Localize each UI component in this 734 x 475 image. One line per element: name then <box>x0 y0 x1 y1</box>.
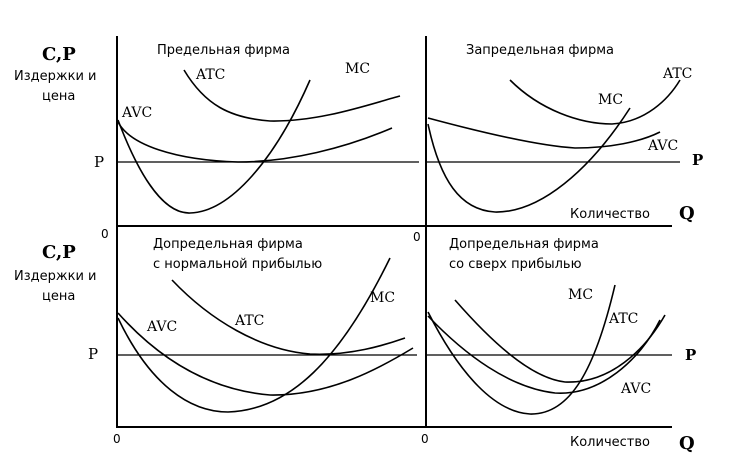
top-left-title: Предельная фирма <box>157 43 290 58</box>
top-left-atc-label: ATC <box>195 67 225 83</box>
bottom-right-price-label: P <box>685 346 696 364</box>
top-origin-left: 0 <box>101 227 109 241</box>
bottom-right-atc-label: ATC <box>608 311 638 327</box>
bottom-origin-left: 0 <box>113 432 121 446</box>
bottom-right-avc-curve <box>427 315 661 394</box>
bottom-left-atc-curve <box>171 279 406 356</box>
panel-top-left: Предельная фирма P ATC MC AVC <box>94 43 419 214</box>
top-right-price-label: P <box>692 151 703 169</box>
bottom-left-price-label: P <box>88 345 98 363</box>
bottom-left-atc-label: ATC <box>234 313 264 329</box>
bottom-left-mc-curve <box>117 257 391 413</box>
bottom-left-mc-label: MC <box>370 290 395 306</box>
top-right-avc-curve <box>427 117 661 149</box>
top-right-avc-label: AVC <box>647 138 678 154</box>
bottom-right-title-line1: Допредельная фирма <box>449 237 599 252</box>
bottom-left-avc-curve <box>117 312 414 396</box>
bottom-origin-right: 0 <box>421 432 429 446</box>
top-left-avc-label: AVC <box>121 105 152 121</box>
top-right-atc-curve <box>509 79 681 125</box>
top-right-atc-label: ATC <box>662 66 692 82</box>
top-y-label-line2: цена <box>42 89 75 104</box>
top-left-atc-curve <box>183 69 401 122</box>
top-right-title: Запредельная фирма <box>466 43 614 58</box>
bottom-right-title-line2: со сверх прибылью <box>449 257 582 272</box>
top-y-symbol: C,P <box>42 44 76 65</box>
bottom-right-mc-curve <box>427 284 616 415</box>
top-y-label-line1: Издержки и <box>14 69 96 84</box>
bottom-x-symbol: Q <box>679 433 695 454</box>
top-left-price-label: P <box>94 153 104 171</box>
top-right-mc-label: MC <box>598 92 623 108</box>
bottom-y-label-line2: цена <box>42 289 75 304</box>
top-x-label: Количество <box>570 207 650 222</box>
bottom-left-title-line2: с нормальной прибылью <box>153 257 322 272</box>
bottom-left-avc-label: AVC <box>146 319 177 335</box>
top-left-mc-label: MC <box>345 61 370 77</box>
panel-top-right: Запредельная фирма P ATC MC AVC <box>426 43 703 213</box>
bottom-x-label: Количество <box>570 435 650 450</box>
bottom-y-label-line1: Издержки и <box>14 269 96 284</box>
top-left-mc-curve <box>117 79 311 214</box>
panel-bottom-left: Допредельная фирма с нормальной прибылью… <box>88 237 417 413</box>
bottom-y-symbol: C,P <box>42 242 76 263</box>
bottom-right-atc-curve <box>454 299 666 383</box>
top-right-mc-curve <box>427 107 631 213</box>
top-left-avc-curve <box>117 121 393 163</box>
bottom-left-title-line1: Допредельная фирма <box>153 237 303 252</box>
bottom-right-mc-label: MC <box>568 287 593 303</box>
bottom-right-avc-label: AVC <box>620 381 651 397</box>
panel-bottom-right: Допредельная фирма со сверх прибылью P M… <box>426 237 696 415</box>
top-origin-right: 0 <box>413 230 421 244</box>
top-x-symbol: Q <box>679 203 695 224</box>
